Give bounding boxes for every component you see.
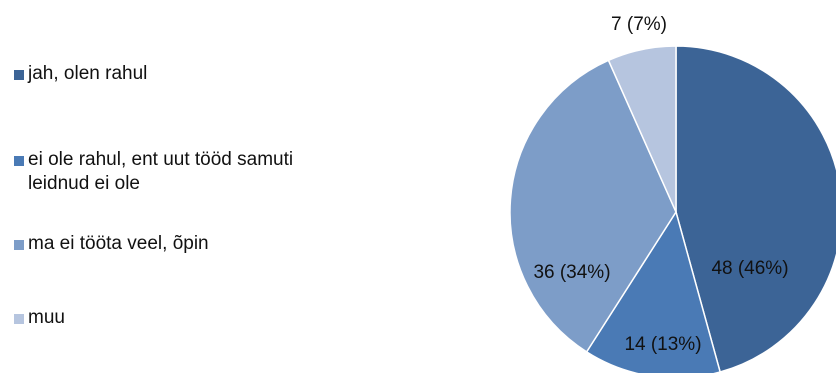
data-label-0: 48 (46%) — [711, 258, 788, 279]
pie-slice-1 — [585, 210, 722, 373]
pie-slice-0 — [675, 45, 836, 373]
pie-slice-3 — [607, 45, 677, 213]
legend-label: ei ole rahul, ent uut tööd samuti leidnu… — [28, 149, 294, 194]
legend-swatch — [14, 156, 24, 166]
pie-slice-2 — [509, 59, 677, 353]
chart-legend: jah, olen rahul ei ole rahul, ent uut tö… — [14, 63, 294, 328]
legend-swatch — [14, 240, 24, 250]
legend-label: ma ei tööta veel, õpin — [28, 233, 209, 254]
legend-label: jah, olen rahul — [28, 63, 148, 84]
data-label-2: 36 (34%) — [533, 262, 610, 283]
data-label-3: 7 (7%) — [611, 14, 667, 35]
legend-label: muu — [28, 307, 65, 328]
legend-swatch — [14, 314, 24, 324]
data-label-1: 14 (13%) — [624, 334, 701, 355]
legend-swatch — [14, 70, 24, 80]
